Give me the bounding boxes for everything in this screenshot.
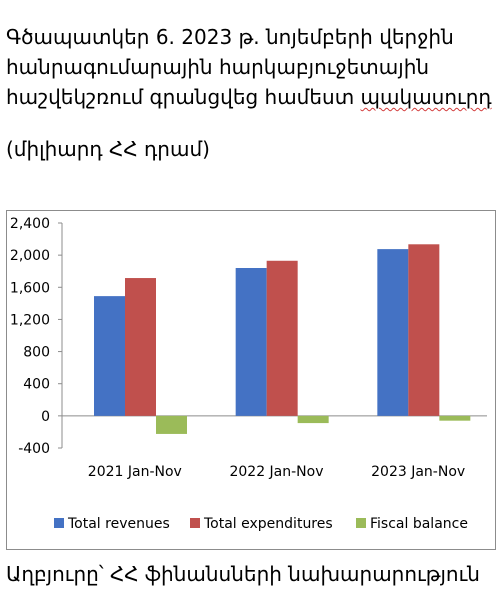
legend-swatch — [54, 518, 64, 528]
x-category-label: 2022 Jan-Nov — [229, 464, 323, 480]
y-tick-label: 2,400 — [10, 216, 50, 232]
chart-title: Գծապատկեր 6. 2023 թ. նոյեմբերի վերջին հա… — [6, 22, 496, 112]
bar-total-revenues — [377, 249, 409, 416]
bar-chart: 2,400 2,000 1,600 1,200 800 400 0 -400 2021 Jan-… — [10, 216, 487, 532]
title-line-3-text: հաշվեկշռում գրանցվեց համեստ — [6, 85, 361, 109]
bar-total-expenditures — [266, 260, 298, 416]
legend-label: Fiscal balance — [370, 516, 468, 532]
y-tick-label: 2,000 — [10, 248, 50, 264]
legend-label: Total revenues — [67, 516, 170, 532]
bar-total-expenditures — [408, 244, 440, 416]
x-category-label: 2023 Jan-Nov — [371, 464, 465, 480]
y-tick-label: -400 — [18, 441, 50, 457]
y-tick-label: 1,200 — [10, 312, 50, 328]
bar-fiscal-balance — [297, 415, 329, 424]
legend-swatch — [190, 518, 200, 528]
source-note: Աղբյուրը՝ ՀՀ ֆինանսների նախարարություն — [6, 562, 480, 586]
legend-label: Total expenditures — [203, 516, 333, 532]
title-line-1: Գծապատկեր 6. 2023 թ. նոյեմբերի վերջին — [6, 25, 454, 49]
y-tick-label: 1,600 — [10, 280, 50, 296]
bar-fiscal-balance — [156, 415, 187, 434]
bar-fiscal-balance — [439, 415, 471, 421]
x-category-label: 2021 Jan-Nov — [88, 464, 182, 480]
y-tick-label: 800 — [23, 345, 50, 361]
bar-total-revenues — [235, 268, 267, 416]
y-tick-label: 400 — [23, 377, 50, 393]
units-label: (միլիարդ ՀՀ դրամ) — [6, 137, 210, 161]
bar-total-revenues — [94, 296, 125, 416]
title-line-3: հաշվեկշռում գրանցվեց համեստ պակասուրդ — [6, 82, 496, 112]
y-tick-label: 0 — [41, 409, 50, 425]
bar-total-expenditures — [125, 278, 156, 416]
title-line-2: հանրագումարային հարկաբյուջետային — [6, 55, 430, 79]
legend-swatch — [356, 518, 366, 528]
title-line-3-underlined-word: պակասուրդ — [360, 85, 492, 109]
chart-frame: 2,400 2,000 1,600 1,200 800 400 0 -400 2021 Jan-… — [6, 210, 496, 550]
